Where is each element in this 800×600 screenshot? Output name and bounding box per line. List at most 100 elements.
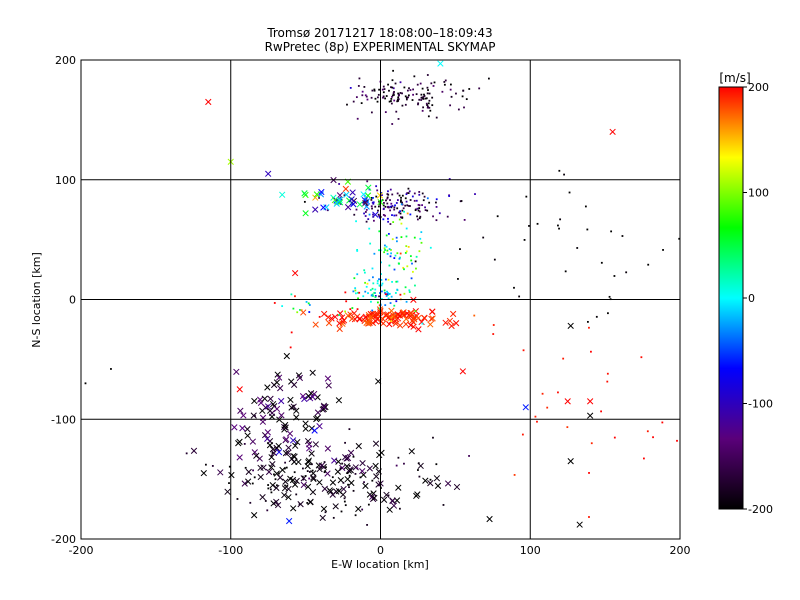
meteor-dot-marker [372, 202, 375, 205]
meteor-dot-marker [377, 213, 380, 216]
meteor-x-marker [331, 457, 338, 464]
meteor-dot-marker [416, 83, 419, 86]
meteor-x-marker [567, 322, 574, 329]
meteor-dot-marker [367, 503, 370, 506]
meteor-dot-marker [373, 252, 376, 255]
meteor-x-marker [347, 449, 355, 456]
meteor-dot-marker [396, 98, 399, 101]
meteor-x-marker [302, 425, 309, 432]
meteor-dot-marker [371, 309, 374, 312]
meteor-dot-marker [459, 248, 461, 251]
meteor-dot-marker [522, 349, 525, 352]
meteor-x-marker [446, 317, 454, 325]
meteor-dot-marker [414, 310, 417, 312]
meteor-dot-marker [407, 192, 410, 194]
meteor-x-marker [239, 425, 246, 432]
meteor-dot-marker [386, 196, 389, 199]
meteor-dot-marker [364, 211, 367, 213]
meteor-dot-marker [371, 267, 374, 270]
meteor-dot-marker [590, 350, 592, 353]
meteor-x-marker [304, 483, 312, 490]
meteor-dot-marker [284, 484, 286, 487]
meteor-dot-marker [393, 268, 396, 271]
meteor-dot-marker [405, 200, 408, 203]
meteor-dot-marker [344, 441, 346, 444]
meteor-dot-marker [371, 479, 374, 482]
meteor-dot-marker [492, 324, 495, 326]
meteor-dot-marker [600, 261, 603, 264]
meteor-dot-marker [110, 368, 112, 370]
meteor-dot-marker [390, 102, 393, 105]
meteor-x-marker [386, 506, 393, 513]
meteor-dot-marker [384, 293, 387, 296]
meteor-dot-marker [559, 218, 562, 221]
meteor-dot-marker [396, 288, 399, 291]
meteor-dot-marker [374, 295, 377, 297]
meteor-x-marker [403, 315, 410, 323]
meteor-dot-marker [449, 104, 452, 107]
meteor-dot-marker [389, 292, 391, 295]
meteor-dot-marker [365, 95, 368, 98]
meteor-x-marker [362, 482, 369, 490]
meteor-x-marker [241, 480, 248, 487]
meteor-dot-marker [457, 278, 459, 280]
meteor-dot-marker [363, 271, 366, 274]
meteor-dot-marker [435, 463, 438, 466]
meteor-dot-marker [228, 482, 230, 484]
meteor-dot-marker [640, 356, 643, 359]
meteor-dot-marker [370, 198, 373, 201]
meteor-dot-marker [304, 475, 307, 477]
meteor-x-marker [332, 503, 339, 510]
meteor-dot-marker [418, 217, 421, 220]
meteor-x-marker [290, 452, 297, 460]
meteor-dot-marker [369, 242, 372, 245]
meteor-dot-marker [390, 252, 392, 255]
meteor-x-marker [316, 465, 323, 473]
meteor-x-marker [335, 397, 343, 404]
meteor-x-marker [342, 185, 349, 193]
meteor-x-marker [372, 440, 380, 447]
meteor-dot-marker [380, 290, 383, 293]
meteor-dot-marker [390, 320, 393, 323]
meteor-x-marker [395, 484, 402, 491]
meteor-dot-marker [392, 87, 395, 90]
meteor-dot-marker [427, 102, 430, 105]
meteor-x-marker [362, 199, 369, 207]
meteor-dot-marker [404, 251, 407, 254]
meteor-dot-marker [557, 391, 559, 394]
meteor-dot-marker [412, 93, 414, 96]
meteor-x-marker [377, 318, 385, 325]
meteor-dot-marker [372, 295, 374, 297]
meteor-dot-marker [606, 372, 609, 375]
meteor-dot-marker [386, 202, 389, 205]
meteor-dot-marker [398, 262, 400, 265]
meteor-dot-marker [375, 195, 378, 198]
meteor-x-marker [335, 458, 342, 465]
meteor-x-marker [336, 325, 343, 333]
data-points [84, 60, 680, 528]
meteor-dot-marker [455, 92, 457, 95]
meteor-dot-marker [435, 201, 437, 204]
meteor-dot-marker [380, 200, 383, 202]
meteor-dot-marker [397, 94, 400, 97]
y-axis: -200 -100 0 100 200 [51, 54, 76, 546]
grid-lines [81, 60, 680, 539]
meteor-dot-marker [446, 215, 449, 218]
meteor-dot-marker [372, 201, 375, 204]
meteor-dot-marker [286, 484, 289, 487]
meteor-x-marker [285, 517, 293, 525]
meteor-dot-marker [418, 475, 421, 478]
meteor-x-marker [437, 60, 444, 67]
meteor-dot-marker [343, 194, 346, 197]
meteor-dot-marker [387, 190, 389, 193]
meteor-dot-marker [276, 484, 278, 487]
meteor-x-marker [327, 488, 334, 495]
meteor-dot-marker [422, 97, 424, 100]
meteor-dot-marker [387, 220, 390, 223]
meteor-x-marker [486, 515, 493, 523]
meteor-dot-marker [324, 511, 327, 514]
meteor-dot-marker [397, 92, 400, 95]
meteor-x-marker [450, 310, 457, 318]
meteor-dot-marker [298, 503, 301, 506]
meteor-dot-marker [325, 466, 327, 469]
